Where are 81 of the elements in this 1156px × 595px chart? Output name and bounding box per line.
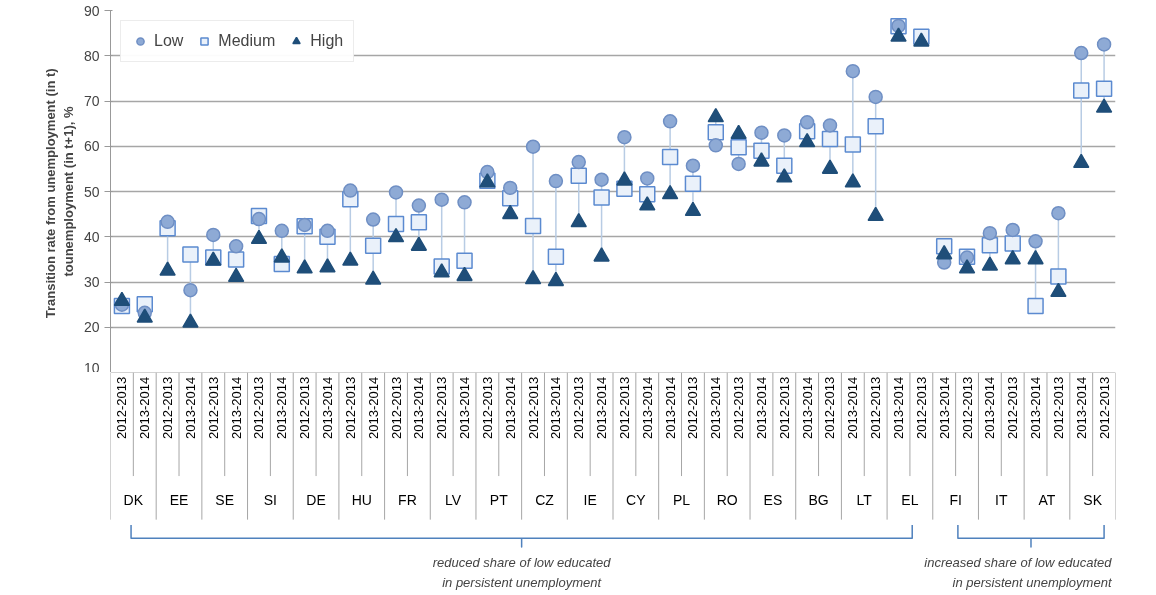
x-tick-label: 2012-2013 — [571, 376, 587, 440]
x-tick-label: 2012-2013 — [616, 376, 632, 440]
x-tick-label: 2012-2013 — [913, 376, 929, 440]
x-tick-label: 2013-2014 — [319, 376, 335, 440]
legend-label: Medium — [218, 32, 276, 50]
y-tick-label: 80 — [83, 47, 100, 64]
text: EL — [901, 492, 919, 509]
x-tick-label: 2012-2013 — [685, 376, 701, 440]
x-tick-label: 2013-2014 — [753, 376, 769, 440]
x-tick-label: 2013-2014 — [799, 376, 815, 440]
text: CZ — [535, 492, 555, 509]
y-tick-label: 90 — [83, 2, 100, 19]
text: SK — [1083, 492, 1103, 509]
x-tick-label: 2012-2013 — [525, 376, 541, 440]
x-tick-label: 2013-2014 — [891, 376, 907, 440]
y-tick-label: 30 — [83, 274, 100, 290]
y-tick-label: 70 — [83, 93, 100, 109]
text: LV — [445, 492, 462, 509]
text: DE — [306, 492, 326, 509]
text: AT — [1038, 492, 1056, 509]
x-tick-label: 2012-2013 — [868, 376, 884, 440]
x-tick-label: 2012-2013 — [114, 376, 130, 440]
x-tick-label: 2013-2014 — [137, 376, 153, 440]
x-tick-label: 2012-2013 — [251, 376, 267, 440]
x-tick-label: 2013-2014 — [639, 376, 655, 440]
x-tick-label: 2012-2013 — [1096, 376, 1112, 440]
legend-label: Low — [154, 32, 184, 50]
text: SI — [263, 492, 278, 509]
x-tick-label: 2013-2014 — [1028, 376, 1044, 440]
x-tick-label: 2013-2014 — [548, 376, 564, 440]
x-tick-label: 2012-2013 — [1005, 376, 1021, 440]
text: LT — [856, 492, 873, 509]
x-tick-label: 2013-2014 — [662, 376, 678, 440]
x-tick-label: 2012-2013 — [160, 376, 176, 440]
text: CY — [626, 492, 647, 509]
x-tick-label: 2013-2014 — [845, 376, 861, 440]
x-tick-label: 2012-2013 — [822, 376, 838, 440]
text: SE — [215, 492, 235, 509]
text: increased share of low educated in persistent unemployment — [924, 554, 1113, 591]
text: PT — [489, 492, 509, 509]
y-tick-label: 40 — [83, 228, 100, 245]
x-tick-label: 2013-2014 — [1073, 376, 1089, 440]
text: IT — [995, 492, 1008, 509]
x-tick-label: 2012-2013 — [205, 376, 221, 440]
x-tick-label: 2013-2014 — [936, 376, 952, 440]
legend-label: High — [310, 32, 344, 50]
x-tick-label: 2012-2013 — [479, 376, 495, 440]
text: PL — [672, 492, 691, 509]
y-tick-label: 20 — [83, 319, 100, 336]
x-tick-label: 2013-2014 — [708, 376, 724, 440]
x-tick-label: 2013-2014 — [365, 376, 381, 440]
x-tick-label: 2013-2014 — [982, 376, 998, 440]
x-tick-label: 2013-2014 — [228, 376, 244, 440]
text: FR — [398, 492, 417, 509]
text: FI — [949, 492, 962, 509]
x-tick-label: 2013-2014 — [411, 376, 427, 440]
text: ES — [763, 492, 783, 509]
x-tick-label: 2013-2014 — [457, 376, 473, 440]
text: IE — [583, 492, 597, 509]
x-tick-label: 2012-2013 — [342, 376, 358, 440]
x-tick-label: 2013-2014 — [274, 376, 290, 440]
x-tick-label: 2012-2013 — [1050, 376, 1066, 440]
y-tick-label: 10 — [83, 359, 100, 376]
y-tick-label: 60 — [83, 138, 100, 155]
x-tick-label: 2013-2014 — [182, 376, 198, 440]
y-tick-label: 50 — [83, 183, 100, 200]
text: reduced share of low educated in persistent unemployment — [432, 554, 612, 591]
x-tick-label: 2012-2013 — [776, 376, 792, 440]
x-tick-label: 2012-2013 — [731, 376, 747, 440]
text: DK — [123, 492, 144, 509]
x-tick-label: 2012-2013 — [434, 376, 450, 440]
x-tick-label: 2013-2014 — [502, 376, 518, 440]
text: RO — [716, 492, 738, 509]
text: BG — [808, 492, 829, 509]
x-tick-label: 2012-2013 — [959, 376, 975, 440]
text: EE — [169, 492, 189, 509]
x-tick-label: 2013-2014 — [594, 376, 610, 440]
y-axis-title: Transition rate from unemployment (in t) tounemployment (in t+1), % — [42, 68, 76, 319]
text: HU — [351, 492, 372, 509]
x-tick-label: 2012-2013 — [388, 376, 404, 440]
x-tick-label: 2012-2013 — [297, 376, 313, 440]
